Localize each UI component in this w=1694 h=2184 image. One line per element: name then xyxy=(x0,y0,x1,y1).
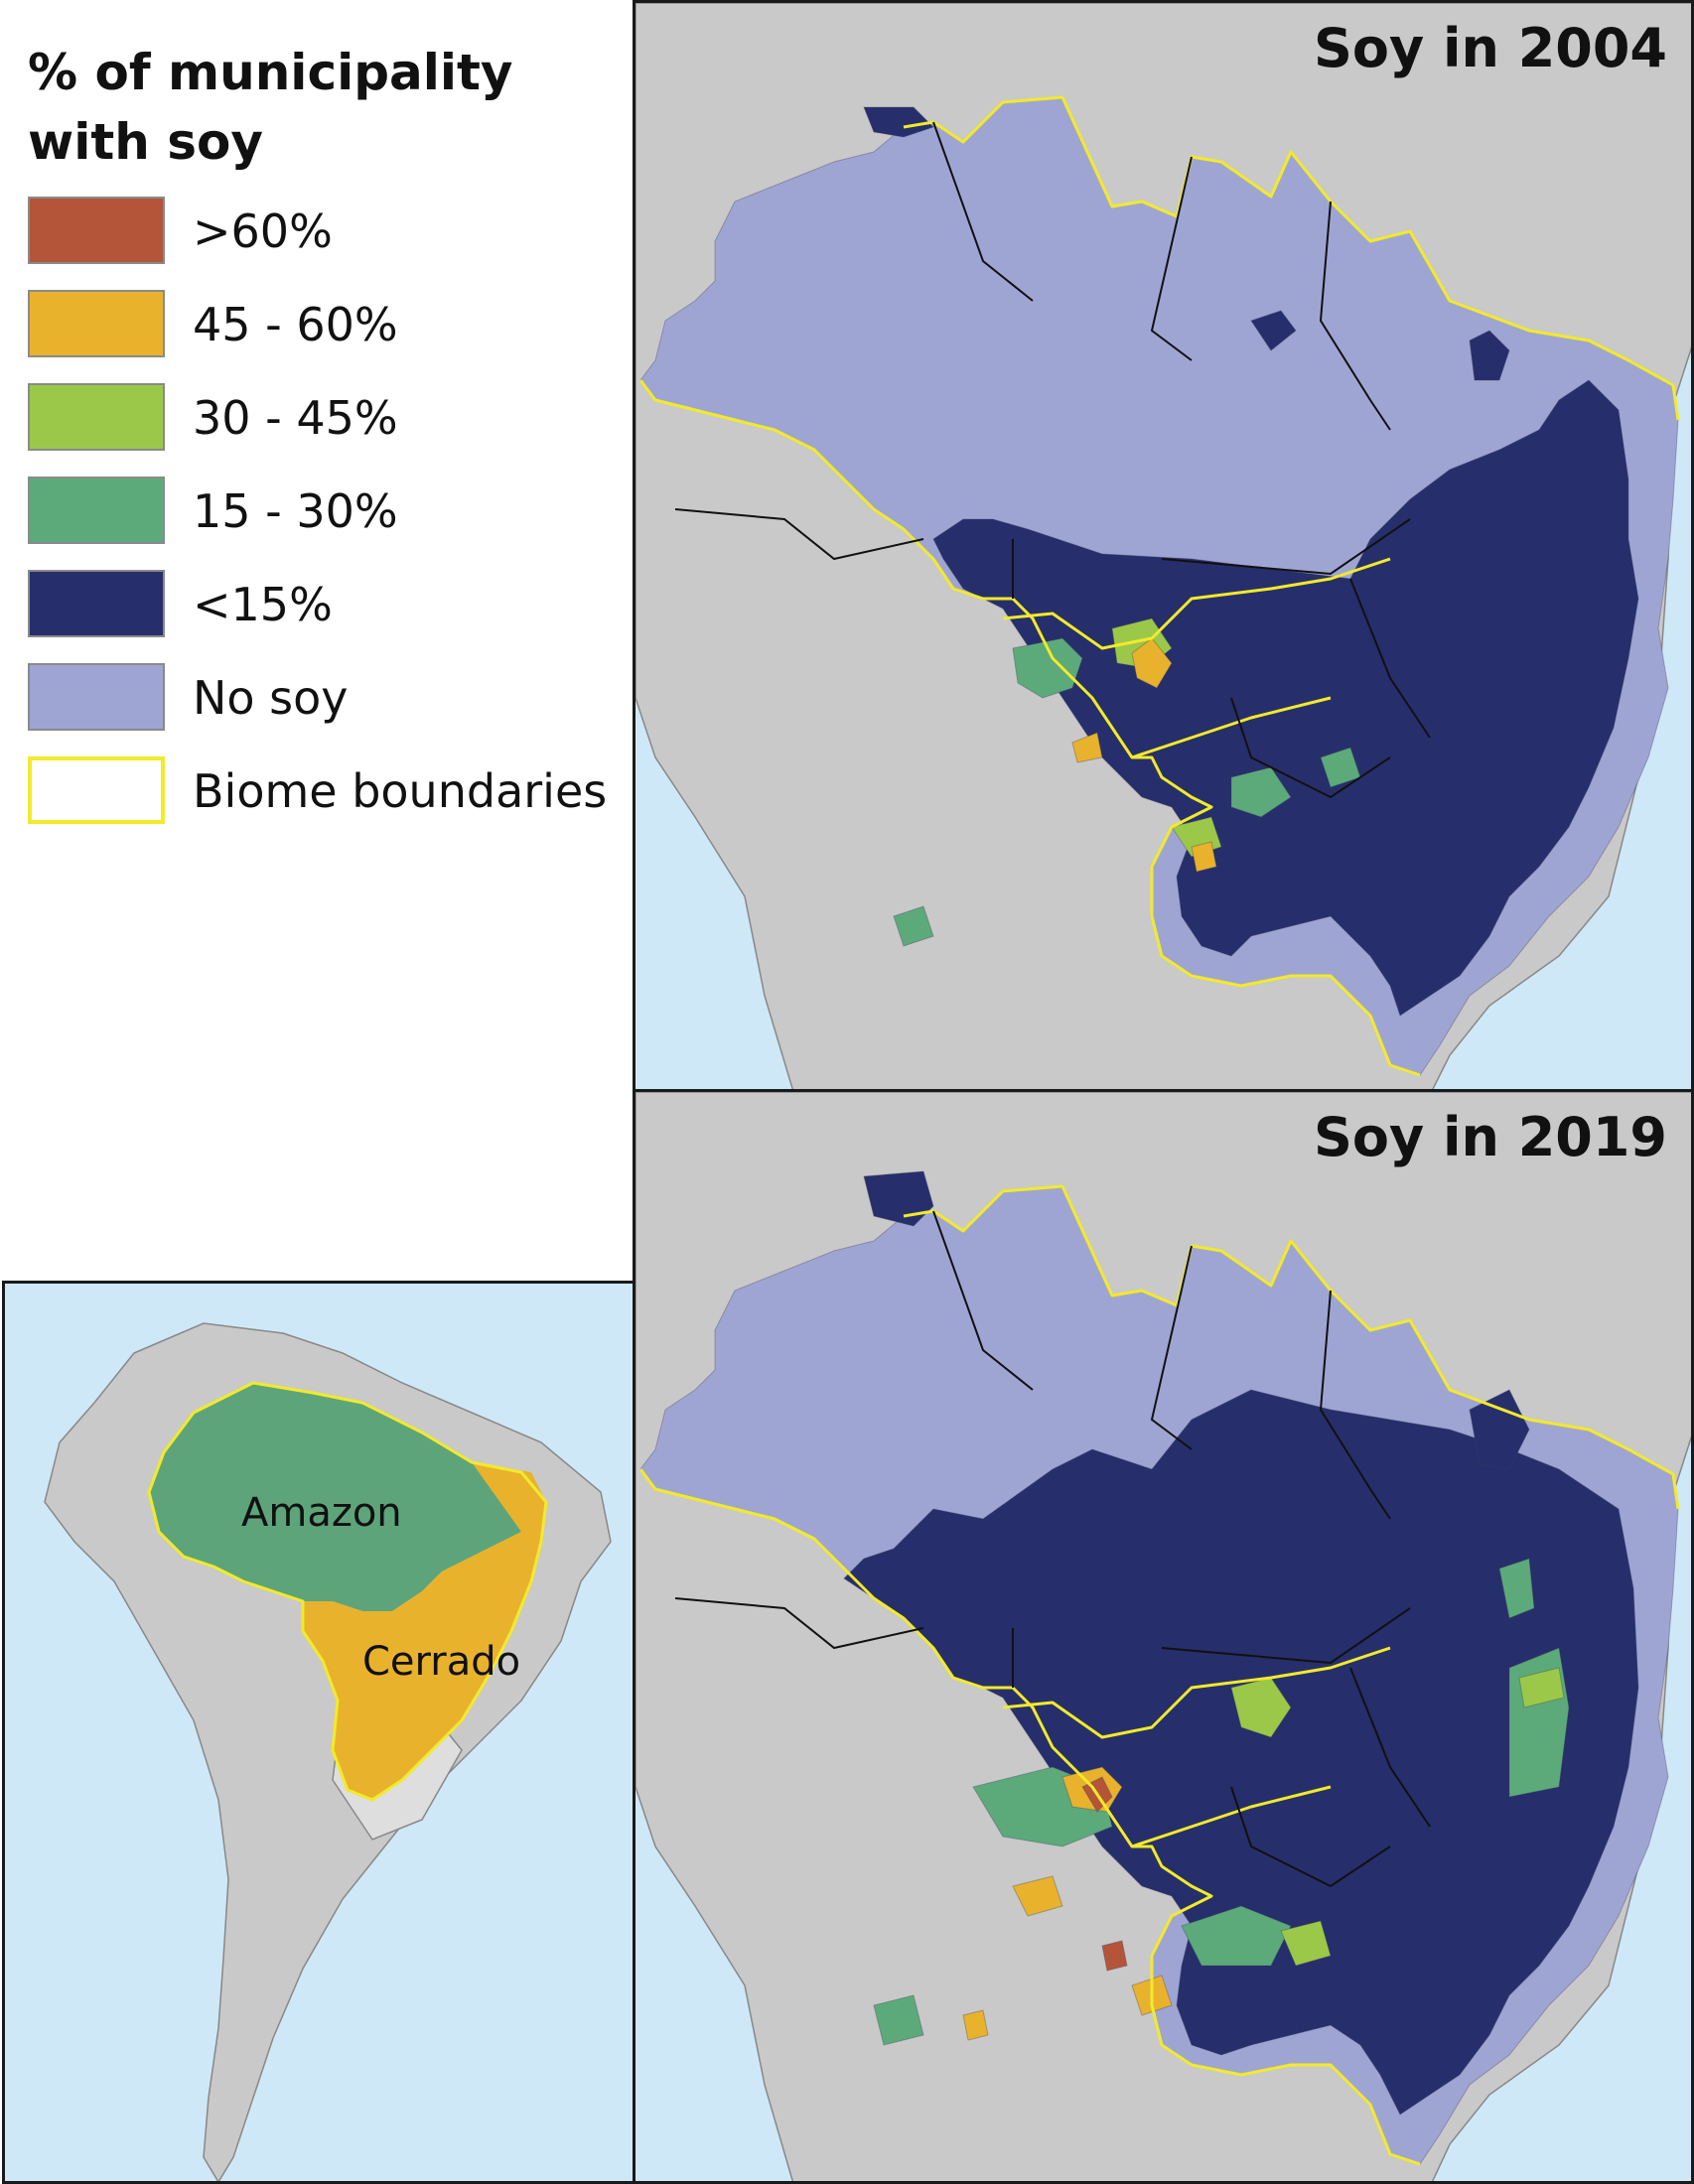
biome-boundary-cerrado xyxy=(638,379,1421,1077)
legend-label-no-soy: No soy xyxy=(193,671,349,725)
biome-boundary-cerrado xyxy=(638,1468,1421,2166)
map-2019 xyxy=(635,1092,1691,2181)
legend-label-15-30: 15 - 30% xyxy=(193,484,398,538)
legend-label-biome-boundaries: Biome boundaries xyxy=(193,764,608,818)
state-lines xyxy=(674,121,1431,799)
region-45-60 xyxy=(962,1766,1173,2041)
cerrado-label: Cerrado xyxy=(362,1639,521,1685)
legend-swatch-45-60 xyxy=(28,290,165,357)
legend-item-no-soy: No soy xyxy=(28,663,624,735)
legend-swatch-no-soy xyxy=(28,663,165,731)
map-title-2004: Soy in 2004 xyxy=(1313,17,1667,79)
legend-title: % of municipality with soy xyxy=(28,44,513,171)
map-title-2019: Soy in 2019 xyxy=(1313,1106,1667,1168)
region-45-60 xyxy=(1071,637,1217,873)
state-lines xyxy=(674,1210,1431,1888)
amazon-biome xyxy=(149,1383,546,1611)
inset-map xyxy=(5,1284,633,2181)
legend: % of municipality with soy >60% 45 - 60%… xyxy=(0,0,631,874)
legend-swatch-30-45 xyxy=(28,383,165,451)
region-under-15-east xyxy=(1469,1389,1530,1470)
legend-item-45-60: 45 - 60% xyxy=(28,290,624,361)
biome-boundary-inner xyxy=(1002,1646,1391,1848)
region-under-15-north xyxy=(863,106,934,138)
legend-label-30-45: 30 - 45% xyxy=(193,391,398,445)
legend-swatch-15-30 xyxy=(28,477,165,544)
map-panel-2004: Soy in 2004 xyxy=(633,0,1694,1092)
region-15-30 xyxy=(893,637,1361,947)
biome-boundary-amazon xyxy=(903,1184,1680,1510)
region-under-15-north xyxy=(863,1170,934,1227)
legend-item-30-45: 30 - 45% xyxy=(28,383,624,455)
map-panel-2019: Soy in 2019 xyxy=(633,1089,1694,2184)
legend-label-under-15: <15% xyxy=(193,578,333,631)
biome-boundary-inner xyxy=(1002,557,1391,759)
biome-boundary-amazon xyxy=(903,95,1680,421)
legend-swatch-over-60 xyxy=(28,197,165,264)
legend-item-under-15: <15% xyxy=(28,570,624,641)
legend-item-biome-boundaries: Biome boundaries xyxy=(28,756,624,828)
inset-south-america-panel: Amazon Cerrado xyxy=(2,1281,635,2184)
cerrado-biome xyxy=(303,1462,546,1800)
legend-swatch-biome-boundaries xyxy=(28,756,165,824)
legend-label-45-60: 45 - 60% xyxy=(193,298,398,351)
inset-biome-boundary xyxy=(147,1381,548,1802)
region-under-15-pocket xyxy=(1250,310,1297,351)
legend-swatch-under-15 xyxy=(28,570,165,637)
amazon-label: Amazon xyxy=(241,1490,402,1536)
legend-label-over-60: >60% xyxy=(193,205,333,258)
region-under-15-east xyxy=(1469,330,1510,381)
region-over-60 xyxy=(1081,1776,1128,1972)
map-2004 xyxy=(635,3,1691,1089)
legend-item-over-60: >60% xyxy=(28,197,624,268)
region-15-30 xyxy=(873,1558,1570,2046)
legend-item-15-30: 15 - 30% xyxy=(28,477,624,548)
region-under-15 xyxy=(843,1389,1639,2116)
